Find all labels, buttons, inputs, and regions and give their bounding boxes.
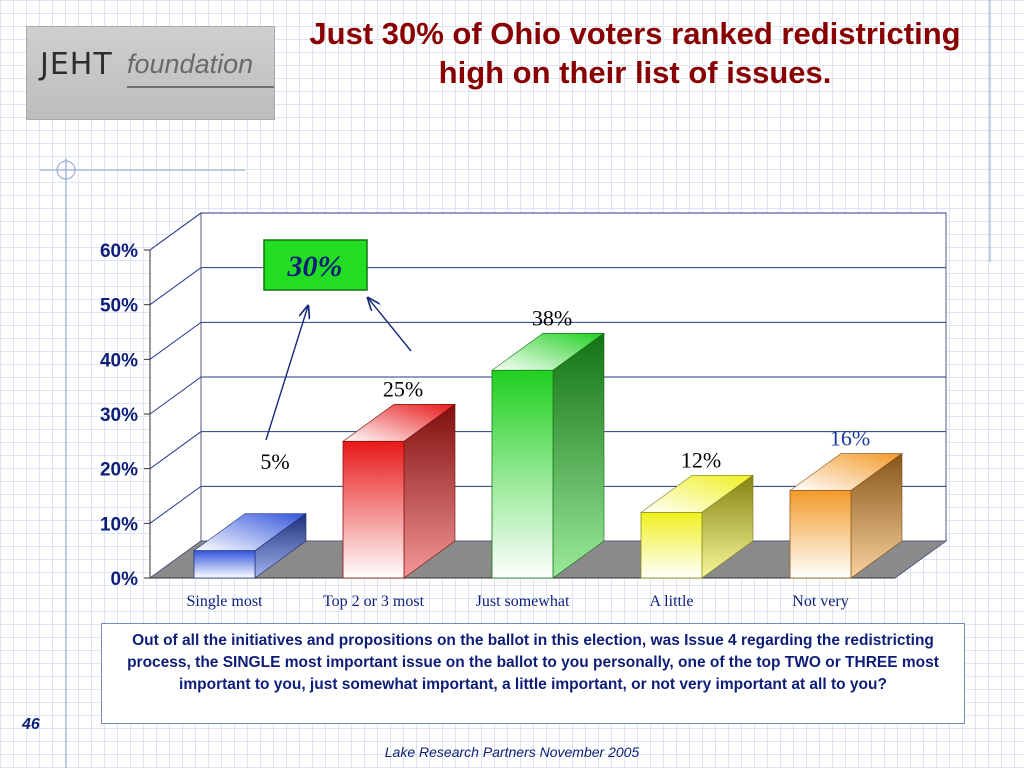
y-tick-label: 60% (100, 241, 138, 262)
bar-front (491, 369, 554, 579)
gridline (149, 376, 946, 415)
bar-value-label: 12% (681, 447, 721, 472)
gridline (149, 212, 946, 251)
x-tick-label: Single most (186, 593, 263, 610)
logo-text-foundation: foundation (127, 49, 254, 79)
arrow-top-2-or-3 (368, 298, 412, 352)
source-note: Lake Research Partners November 2005 (384, 744, 640, 760)
y-tick-label: 30% (100, 405, 138, 426)
gridline (149, 321, 946, 360)
callout-label: 30% (287, 250, 343, 283)
bar-front (193, 550, 256, 579)
bar-value-label: 38% (532, 305, 572, 330)
bar-value-label: 16% (830, 426, 870, 451)
callout-box (263, 239, 368, 291)
page-number: 46 (22, 716, 40, 733)
bar-chart: 0% 10% 20% 30% 40% 50% 60% 5% Single most 25% Top … (100, 212, 948, 610)
x-tick-label: Top 2 or 3 most (323, 593, 425, 610)
y-tick-label: 50% (100, 296, 138, 317)
arrow-single-most (265, 306, 308, 441)
bar-front (789, 490, 852, 579)
y-tick-label: 0% (111, 569, 139, 590)
logo-underline (127, 86, 274, 88)
survey-question-box: Out of all the initiatives and propositi… (101, 623, 965, 724)
slide-title: Just 30% of Ohio voters ranked redistric… (309, 16, 961, 90)
bar-front (640, 512, 703, 579)
x-tick-label: Just somewhat (476, 593, 570, 610)
bar-front (342, 440, 405, 579)
jeht-foundation-logo: JEHT foundation (26, 26, 275, 120)
logo-text-jeht: JEHT (40, 47, 113, 82)
y-tick-label: 20% (100, 460, 138, 481)
gridline (149, 431, 946, 470)
y-tick-label: 40% (100, 350, 138, 371)
x-tick-label: A little (650, 593, 694, 610)
x-tick-label: Not very (792, 593, 848, 610)
y-tick-label: 10% (100, 514, 138, 535)
bar-value-label: 25% (383, 376, 423, 401)
gridline (149, 267, 946, 306)
bar-value-label: 5% (260, 449, 289, 474)
bar-side (552, 332, 605, 579)
